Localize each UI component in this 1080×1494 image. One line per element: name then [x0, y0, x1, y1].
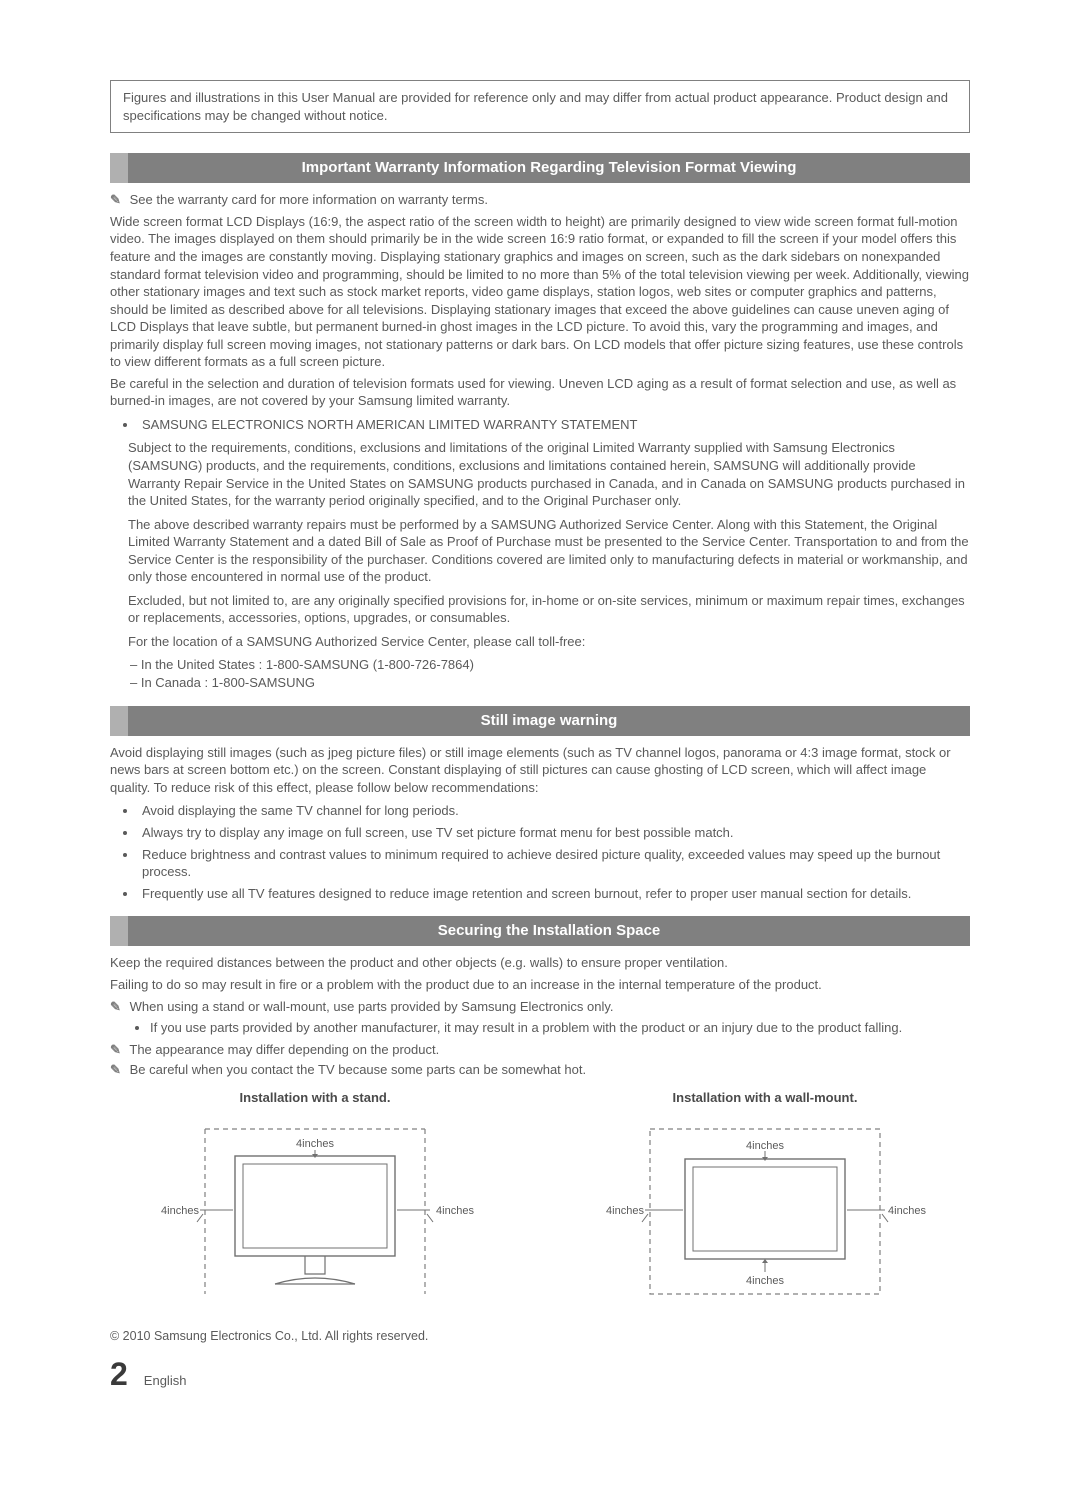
section-header-warranty: Important Warranty Information Regarding…: [110, 153, 970, 183]
section-title: Still image warning: [481, 712, 618, 729]
diagram-stand-title: Installation with a stand.: [110, 1089, 520, 1107]
section-title: Securing the Installation Space: [438, 922, 661, 939]
footer: 2 English: [110, 1353, 970, 1396]
section-title: Important Warranty Information Regarding…: [302, 159, 797, 176]
toll-free-ca: In Canada : 1-800-SAMSUNG: [130, 674, 970, 692]
notice-text: Figures and illustrations in this User M…: [123, 90, 948, 123]
note-text: Be careful when you contact the TV becau…: [130, 1062, 586, 1077]
still-image-bullets: Avoid displaying the same TV channel for…: [110, 802, 970, 902]
measure-left: 4inches: [606, 1205, 644, 1217]
note-icon: ✎: [110, 998, 126, 1016]
install-p1: Keep the required distances between the …: [110, 954, 970, 972]
still-b2: Always try to display any image on full …: [138, 824, 970, 842]
install-p2: Failing to do so may result in fire or a…: [110, 976, 970, 994]
note-appearance: ✎ The appearance may differ depending on…: [110, 1041, 970, 1059]
measure-left: 4inches: [161, 1205, 199, 1217]
still-b3: Reduce brightness and contrast values to…: [138, 846, 970, 881]
diagram-wall-svg: 4inches 4inches 4inches 4inches: [595, 1114, 935, 1314]
still-b4: Frequently use all TV features designed …: [138, 885, 970, 903]
copyright: © 2010 Samsung Electronics Co., Ltd. All…: [110, 1328, 970, 1345]
measure-top: 4inches: [746, 1140, 784, 1152]
warranty-sub-p1: Subject to the requirements, conditions,…: [128, 439, 970, 509]
warranty-sub-p4: For the location of a SAMSUNG Authorized…: [128, 633, 970, 651]
measure-top: 4inches: [296, 1138, 334, 1150]
diagram-row: Installation with a stand. 4inches 4inch…: [110, 1089, 970, 1315]
measure-bottom: 4inches: [746, 1275, 784, 1287]
note-icon: ✎: [110, 191, 126, 209]
warranty-sub-p3: Excluded, but not limited to, are any or…: [128, 592, 970, 627]
inner-bullet-list: If you use parts provided by another man…: [110, 1019, 970, 1037]
warranty-sub-p2: The above described warranty repairs mus…: [128, 516, 970, 586]
diagram-wall-col: Installation with a wall-mount. 4inches …: [560, 1089, 970, 1315]
still-image-intro: Avoid displaying still images (such as j…: [110, 744, 970, 797]
note-icon: ✎: [110, 1041, 126, 1059]
section-header-still-image: Still image warning: [110, 706, 970, 736]
note-stand: ✎ When using a stand or wall-mount, use …: [110, 998, 970, 1016]
inner-bullet-1: If you use parts provided by another man…: [150, 1019, 970, 1037]
warranty-paragraph-1: Wide screen format LCD Displays (16:9, t…: [110, 213, 970, 371]
warranty-paragraph-2: Be careful in the selection and duration…: [110, 375, 970, 410]
note-hot: ✎ Be careful when you contact the TV bec…: [110, 1061, 970, 1079]
note-text: When using a stand or wall-mount, use pa…: [130, 999, 614, 1014]
diagram-stand-svg: 4inches 4inches 4inches: [145, 1114, 485, 1314]
diagram-stand-col: Installation with a stand. 4inches 4inch…: [110, 1089, 520, 1315]
note-icon: ✎: [110, 1061, 126, 1079]
note-text: The appearance may differ depending on t…: [129, 1042, 439, 1057]
toll-free-list: In the United States : 1-800-SAMSUNG (1-…: [110, 656, 970, 691]
warranty-bullet-list: SAMSUNG ELECTRONICS NORTH AMERICAN LIMIT…: [110, 416, 970, 434]
note-line: ✎ See the warranty card for more informa…: [110, 191, 970, 209]
measure-right: 4inches: [436, 1205, 474, 1217]
still-b1: Avoid displaying the same TV channel for…: [138, 802, 970, 820]
note-text: See the warranty card for more informati…: [130, 192, 488, 207]
warranty-statement-title: SAMSUNG ELECTRONICS NORTH AMERICAN LIMIT…: [138, 416, 970, 434]
language-label: English: [144, 1372, 187, 1390]
page-number: 2: [110, 1353, 128, 1396]
notice-box: Figures and illustrations in this User M…: [110, 80, 970, 133]
measure-right: 4inches: [888, 1205, 926, 1217]
toll-free-us: In the United States : 1-800-SAMSUNG (1-…: [130, 656, 970, 674]
section-header-installation: Securing the Installation Space: [110, 916, 970, 946]
diagram-wall-title: Installation with a wall-mount.: [560, 1089, 970, 1107]
